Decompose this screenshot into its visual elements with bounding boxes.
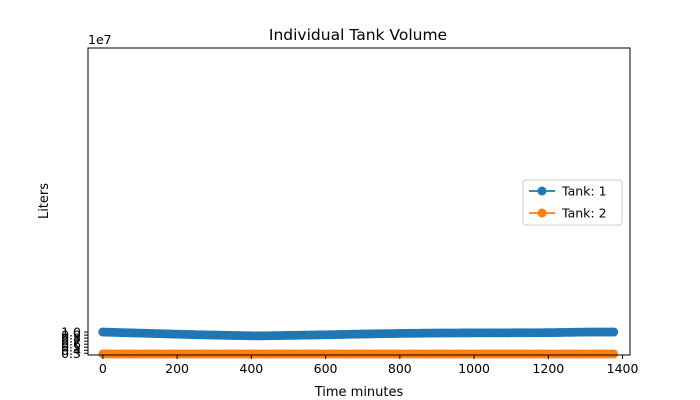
- x-axis-label: Time minutes: [314, 385, 404, 400]
- data-point-2: [609, 349, 619, 359]
- plot-frame: [87, 47, 631, 356]
- y-tick-label: 0.3: [61, 346, 81, 361]
- chart-title: Individual Tank Volume: [269, 26, 447, 44]
- y-axis: 0.30.40.50.60.70.80.91.0: [61, 325, 88, 361]
- legend-label: Tank: 2: [561, 206, 607, 221]
- y-tick-label: 0.8: [61, 331, 81, 346]
- y-tick-label: 0.7: [61, 334, 81, 349]
- x-tick-label: 200: [165, 361, 189, 376]
- data-point-1: [609, 327, 619, 337]
- legend: Tank: 1 Tank: 2: [522, 179, 623, 226]
- legend-label: Tank: 1: [561, 184, 607, 199]
- legend-marker: [537, 208, 547, 218]
- x-tick-label: 800: [388, 361, 412, 376]
- x-tick-label: 0: [99, 361, 107, 376]
- series-layer: [98, 327, 619, 359]
- x-tick-label: 1400: [607, 361, 639, 376]
- x-tick-label: 1000: [458, 361, 490, 376]
- y-tick-label: 0.6: [61, 337, 81, 352]
- y-offset-label: 1e7: [88, 32, 112, 47]
- x-tick-label: 600: [314, 361, 338, 376]
- y-tick-label: 0.9: [61, 328, 81, 343]
- y-tick-label: 0.5: [61, 340, 81, 355]
- x-axis: 0 200 400 600 800 1000 1200 1400: [99, 355, 639, 376]
- y-tick-label: 0.4: [61, 343, 81, 358]
- y-axis-label: Liters: [37, 183, 52, 219]
- x-tick-label: 1200: [532, 361, 564, 376]
- legend-marker: [537, 186, 547, 196]
- x-tick-label: 400: [239, 361, 263, 376]
- y-tick-label: 1.0: [61, 325, 81, 340]
